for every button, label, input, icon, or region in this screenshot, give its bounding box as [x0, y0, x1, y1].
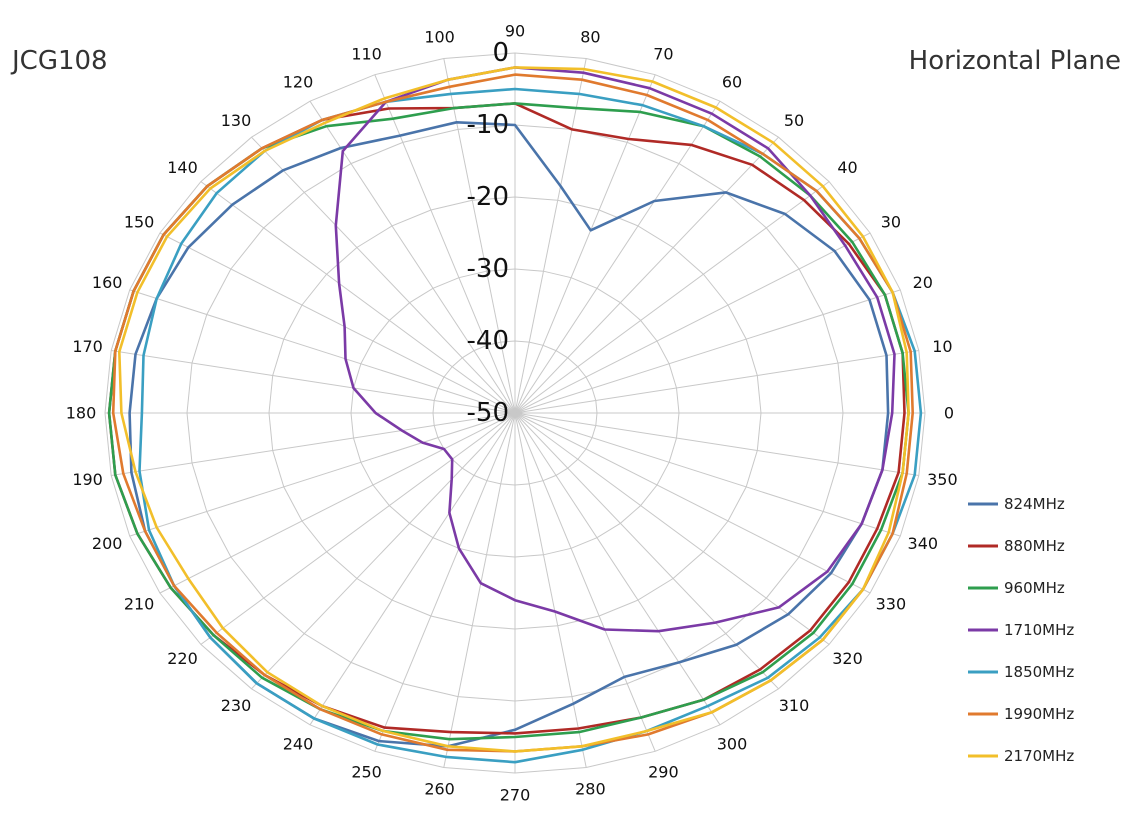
series-line-1850mhz [138, 87, 923, 764]
series-line-1710mhz [334, 66, 896, 633]
grid-spoke [514, 58, 587, 414]
legend-label: 1850MHz [1004, 663, 1074, 681]
angle-tick-label: 200 [92, 534, 123, 553]
angle-tick-label: 0 [944, 404, 954, 423]
angle-tick-label: 310 [779, 696, 810, 715]
angle-tick-label: 260 [424, 780, 455, 799]
angle-tick-label: 110 [351, 45, 382, 64]
grid-spoke [443, 412, 516, 768]
angle-tick-label: 130 [221, 111, 252, 130]
grid-spoke [374, 412, 516, 752]
grid-spoke [514, 412, 919, 476]
angle-tick-label: 40 [837, 158, 857, 177]
polar-grid [104, 52, 926, 774]
grid-spoke [374, 74, 516, 414]
angle-tick-label: 30 [881, 213, 901, 232]
angle-tick-label: 120 [283, 73, 314, 92]
angle-tick-label: 250 [351, 763, 382, 782]
angle-tick-label: 160 [92, 273, 123, 292]
grid-spoke [200, 181, 516, 414]
grid-spoke [514, 412, 587, 768]
grid-spoke [514, 350, 919, 414]
radial-tick-label: -20 [467, 182, 509, 212]
angle-tick-label: 240 [283, 734, 314, 753]
grid-spoke [129, 289, 516, 414]
angle-tick-label: 340 [908, 534, 939, 553]
radial-tick-label: -50 [467, 398, 509, 428]
angle-tick-label: 90 [505, 22, 525, 41]
series-line-2170mhz [118, 66, 910, 753]
grid-spoke [514, 412, 901, 537]
legend-label: 1990MHz [1004, 705, 1074, 723]
radial-labels: 0 -10 -20 -30 -40 -50 [467, 38, 509, 428]
legend-label: 2170MHz [1004, 747, 1074, 765]
grid-spoke [514, 412, 830, 645]
radial-tick-label: -40 [467, 326, 509, 356]
grid-spoke [514, 412, 779, 690]
angle-tick-label: 60 [722, 73, 742, 92]
angle-tick-label: 100 [424, 27, 455, 46]
grid-spoke [251, 136, 516, 414]
grid-spoke [514, 412, 721, 726]
angle-tick-label: 270 [500, 786, 531, 805]
chart-subtitle: Horizontal Plane [908, 46, 1121, 76]
angle-tick-label: 10 [932, 337, 952, 356]
radial-tick-label: -10 [467, 110, 509, 140]
angle-tick-label: 80 [580, 27, 600, 46]
grid-spoke [111, 350, 516, 414]
angle-tick-label: 180 [66, 404, 97, 423]
chart-title: JCG108 [12, 46, 108, 76]
grid-spoke [514, 181, 830, 414]
angle-tick-label: 220 [167, 649, 198, 668]
grid-spoke [514, 232, 871, 414]
legend-label: 960MHz [1004, 579, 1065, 597]
grid-spoke [200, 412, 516, 645]
legend-label: 824MHz [1004, 495, 1065, 513]
legend: 824MHz 880MHz 960MHz 1710MHz 1850MHz 1990MHz 2… [968, 495, 1074, 765]
grid-spoke [514, 100, 721, 414]
angle-tick-label: 190 [72, 470, 103, 489]
angle-tick-label: 320 [832, 649, 863, 668]
angle-tick-label: 140 [167, 158, 198, 177]
legend-label: 1710MHz [1004, 621, 1074, 639]
angle-tick-label: 230 [221, 696, 252, 715]
angle-tick-label: 350 [927, 470, 958, 489]
angle-tick-label: 70 [653, 45, 673, 64]
angle-tick-label: 170 [72, 337, 103, 356]
grid-spoke [514, 289, 901, 414]
series-layer [107, 66, 923, 764]
grid-spoke [309, 100, 516, 414]
series-line-824mhz [128, 121, 890, 748]
radial-tick-label: -30 [467, 254, 509, 284]
grid-spoke [251, 412, 516, 690]
angle-tick-label: 150 [124, 213, 155, 232]
grid-spoke [111, 412, 516, 476]
grid-spoke [159, 412, 516, 594]
grid-spoke [159, 232, 516, 414]
grid-spoke [514, 412, 871, 594]
angle-tick-label: 280 [575, 780, 606, 799]
grid-spoke [514, 412, 656, 752]
angle-labels: 0 10 20 30 40 50 60 70 80 90 100 110 120 130 140 150 160… [66, 22, 958, 805]
grid-spoke [129, 412, 516, 537]
angle-tick-label: 20 [913, 273, 933, 292]
radial-tick-label: 0 [492, 38, 509, 68]
angle-tick-label: 210 [124, 595, 155, 614]
angle-tick-label: 290 [648, 763, 679, 782]
grid-spoke [443, 58, 516, 414]
angle-tick-label: 300 [717, 734, 748, 753]
grid-spoke [309, 412, 516, 726]
grid-spoke [514, 136, 779, 414]
angle-tick-label: 50 [784, 111, 804, 130]
grid-spoke [514, 74, 656, 414]
angle-tick-label: 330 [876, 595, 907, 614]
legend-label: 880MHz [1004, 537, 1065, 555]
